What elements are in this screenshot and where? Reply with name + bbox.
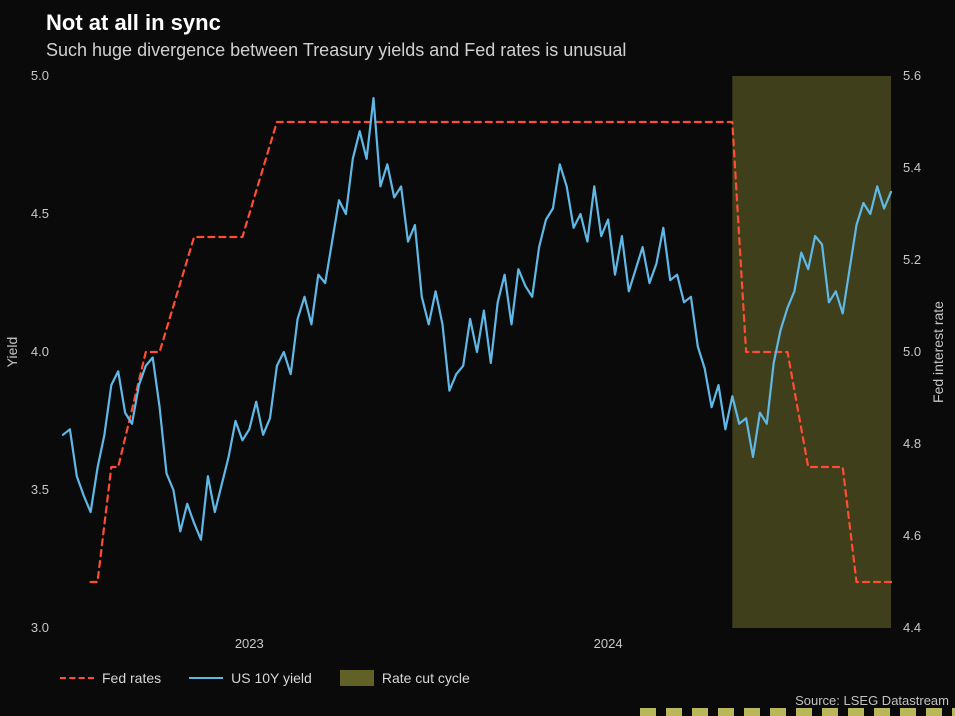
legend-label-fed: Fed rates (102, 670, 161, 686)
y-right-label: Fed interest rate (930, 301, 946, 403)
legend-label-us10y: US 10Y yield (231, 670, 312, 686)
source-label: Source: LSEG Datastream (795, 693, 949, 708)
legend-swatch-rate-cut (340, 670, 374, 686)
y-right-tick: 5.6 (903, 68, 921, 83)
y-right-tick: 5.4 (903, 160, 921, 175)
legend-item-rate-cut: Rate cut cycle (340, 670, 470, 686)
legend-item-us10y: US 10Y yield (189, 670, 312, 686)
x-tick: 2023 (235, 636, 264, 651)
y-left-tick: 4.5 (31, 206, 49, 221)
y-left-tick: 3.0 (31, 620, 49, 635)
y-right-tick: 5.0 (903, 344, 921, 359)
y-left-label: Yield (4, 337, 20, 368)
y-right-tick: 5.2 (903, 252, 921, 267)
y-right-tick: 4.6 (903, 528, 921, 543)
y-left-tick: 3.5 (31, 482, 49, 497)
footer-dash-band (640, 708, 955, 716)
legend-line-fed (60, 677, 94, 679)
y-left-tick: 4.0 (31, 344, 49, 359)
legend: Fed rates US 10Y yield Rate cut cycle (60, 670, 470, 686)
y-right-tick: 4.4 (903, 620, 921, 635)
legend-item-fed-rates: Fed rates (60, 670, 161, 686)
legend-line-us10y (189, 677, 223, 679)
x-tick: 2024 (594, 636, 623, 651)
y-left-tick: 5.0 (31, 68, 49, 83)
chart-root: Not at all in sync Such huge divergence … (0, 0, 955, 716)
legend-label-rate-cut: Rate cut cycle (382, 670, 470, 686)
y-right-tick: 4.8 (903, 436, 921, 451)
plot-svg: 3.0 3.5 4.0 4.5 5.0 Yield 4.4 4.6 4.8 5.0 5.2 5.4 5.… (0, 0, 955, 716)
